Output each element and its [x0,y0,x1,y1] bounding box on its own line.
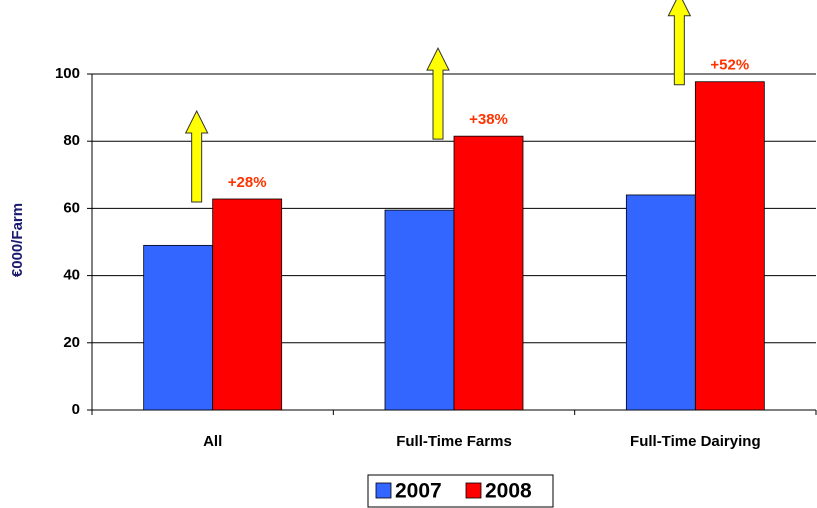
y-tick-label: 0 [72,401,80,418]
y-tick-label: 80 [63,132,80,149]
annotation: +38% [469,111,508,128]
bar [384,209,455,411]
bar [143,244,214,411]
bar [625,194,696,411]
y-tick-label: 20 [63,334,80,351]
x-tick-label: Full-Time Dairying [630,433,761,450]
legend-swatch [375,482,392,499]
y-tick-label: 60 [63,199,80,216]
arrow [667,0,692,86]
legend [367,474,554,508]
y-tick-label: 100 [55,65,80,82]
legend-label: 2007 [395,480,442,503]
bar [694,81,765,411]
x-tick-label: All [203,433,222,450]
bar [453,135,524,411]
bar [212,198,283,411]
annotation: +52% [710,57,749,74]
arrow [184,109,209,203]
y-axis-label: €000/Farm [9,203,26,277]
legend-swatch [465,482,482,499]
arrow [426,47,450,140]
annotation: +28% [228,174,267,191]
legend-label: 2008 [485,480,532,503]
y-tick-label: 40 [63,267,80,284]
x-tick-label: Full-Time Farms [396,433,512,450]
